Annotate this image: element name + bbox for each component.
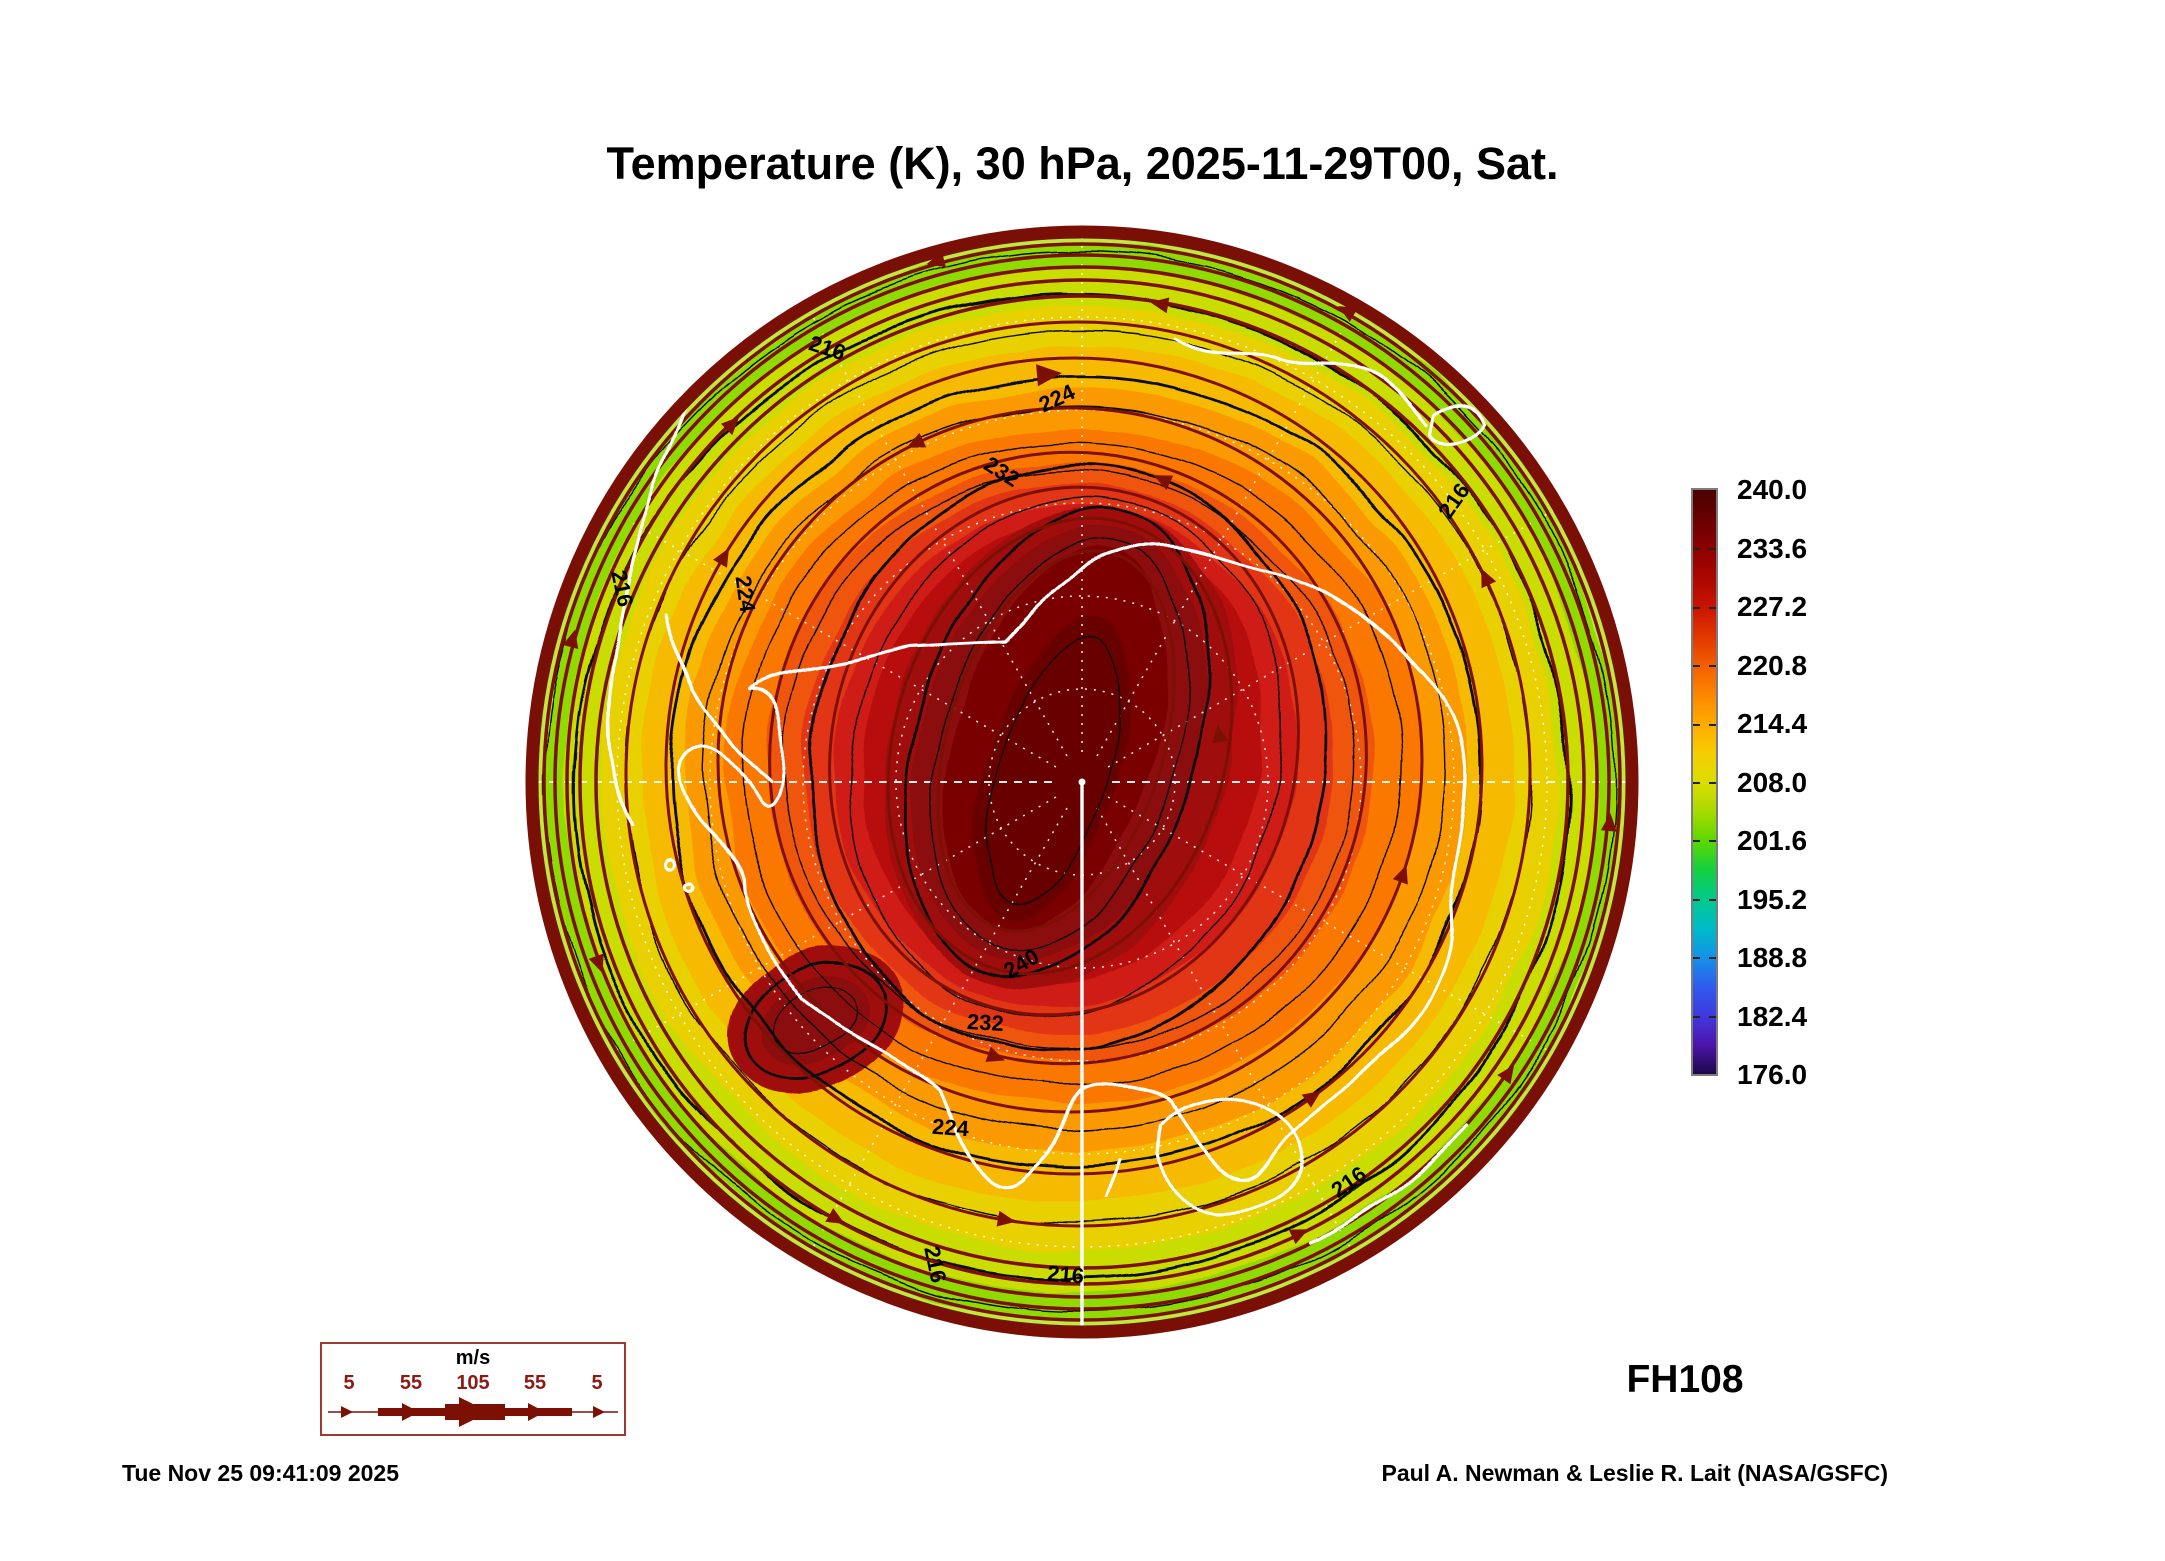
new-zealand-coastline xyxy=(1104,1160,1122,1200)
colorbar-tick-mark xyxy=(1693,782,1700,784)
wind-legend-value: 55 xyxy=(523,1372,547,1394)
pole-meridian xyxy=(1078,778,1086,1334)
generation-timestamp: Tue Nov 25 09:41:09 2025 xyxy=(122,1460,400,1486)
colorbar-tick-label: 188.8 xyxy=(1737,942,1808,973)
colorbar-tick-label: 176.0 xyxy=(1737,1059,1808,1090)
colorbar-tick-mark xyxy=(1709,1015,1716,1018)
edge-coastline xyxy=(1308,1123,1470,1244)
map-edge-ring xyxy=(525,225,1639,1339)
page-title: Temperature (K), 30 hPa, 2025-11-29T00, … xyxy=(606,138,1559,189)
colorbar-tick-mark xyxy=(1709,782,1716,784)
colorbar-tick-mark xyxy=(1693,723,1700,726)
colorbar-gradient xyxy=(1691,488,1718,1076)
colorbar-tick-label: 214.4 xyxy=(1737,708,1808,739)
wind-legend-value: 5 xyxy=(343,1372,355,1394)
madagascar-coastline xyxy=(1430,404,1487,446)
colorbar-tick-mark xyxy=(1709,665,1716,668)
colorbar-tick-mark xyxy=(1709,723,1716,726)
contour-value-label: 216 xyxy=(1046,1260,1085,1288)
colorbar-tick-mark xyxy=(1693,606,1700,609)
colorbar-tick-label: 233.6 xyxy=(1737,532,1808,564)
colorbar-tick-mark xyxy=(1693,840,1700,843)
forecast-hour-label: FH108 xyxy=(1626,1358,1744,1401)
colorbar-tick-label: 182.4 xyxy=(1737,1000,1808,1032)
colorbar-tick-label: 227.2 xyxy=(1737,591,1808,622)
colorbar-tick-mark xyxy=(1693,898,1700,901)
colorbar-tick-label: 195.2 xyxy=(1737,883,1808,915)
australia-coastline xyxy=(1154,1096,1305,1214)
temperature-fill-bands xyxy=(526,226,1638,1338)
wind-legend-units: m/s xyxy=(455,1347,491,1369)
wind-legend-arrow-icon xyxy=(328,1397,618,1427)
contour-value-label: 224 xyxy=(931,1114,970,1142)
africa-coastline xyxy=(1173,336,1430,427)
wind-legend-values: 5 55 105 55 5 xyxy=(322,1372,624,1395)
colorbar-tick-mark xyxy=(1709,840,1716,843)
colorbar-tick-mark xyxy=(1709,957,1716,960)
wind-legend-value: 5 xyxy=(591,1372,603,1394)
contour-value-label: 224 xyxy=(730,574,760,615)
colorbar-tick-label: 208.0 xyxy=(1737,766,1808,798)
colorbar-tick-mark xyxy=(1693,957,1700,960)
colorbar-tick-mark xyxy=(1693,665,1700,668)
coastlines xyxy=(607,276,1487,1244)
wind-legend-value: 55 xyxy=(399,1372,423,1394)
antarctica-coastline xyxy=(675,543,1467,1188)
antarctic-peninsula-coastline xyxy=(664,616,772,782)
credit-text: Paul A. Newman & Leslie R. Lait (NASA/GS… xyxy=(1381,1460,1888,1486)
colorbar-tick-label: 201.6 xyxy=(1737,825,1808,856)
wind-legend-value: 105 xyxy=(456,1372,490,1394)
colorbar-tick-mark xyxy=(1709,548,1716,551)
colorbar-tick-label: 220.8 xyxy=(1737,649,1808,681)
contour-value-label: 232 xyxy=(966,1009,1004,1036)
colorbar-tick-mark xyxy=(1709,606,1716,609)
colorbar-tick-label: 240.0 xyxy=(1737,474,1808,505)
colorbar-tick-mark xyxy=(1709,898,1716,901)
wind-speed-legend: m/s 5 55 105 55 5 xyxy=(320,1342,626,1436)
streamline-arrowheads xyxy=(562,251,1617,1245)
colorbar-labels: 240.0 233.6 227.2 220.8 214.4 208.0 201.6 195.2… xyxy=(1737,476,1857,1089)
colorbar-tick-mark xyxy=(1693,548,1700,551)
colorbar-tick-mark xyxy=(1693,1015,1700,1018)
